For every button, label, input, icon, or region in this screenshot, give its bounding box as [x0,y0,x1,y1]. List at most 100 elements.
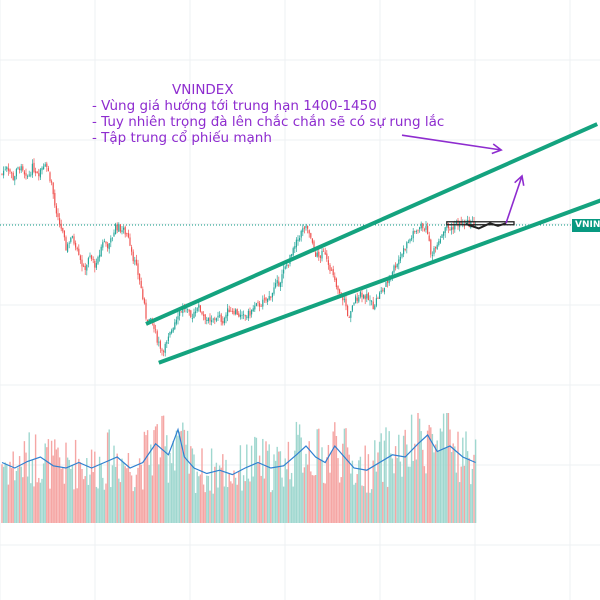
annotation-line-target: - Vùng giá hướng tới trung hạn 1400-1450 [92,98,377,114]
candle-body [259,303,261,307]
volume-bar [249,481,251,523]
candle-body [124,226,126,235]
volume-bar [318,428,320,523]
candle-body [211,320,213,323]
candle-body [91,255,93,260]
candle-body [415,231,417,232]
volume-bar [57,447,59,523]
candle-body [343,298,345,300]
volume-bar [458,482,461,523]
candle-body [353,303,355,305]
candle-body [305,226,307,228]
candle-body [6,166,8,170]
volume-bar [447,413,450,523]
volume-bar [9,461,11,523]
candle-body [223,318,225,324]
volume-bar [15,470,18,523]
candle-body [249,310,251,316]
volume-bar [346,447,349,523]
volume-bar [44,443,46,523]
volume-bar [143,431,146,523]
consolidation-zigzag [465,222,507,230]
volume-bar [273,454,275,523]
candle-body [404,249,406,250]
volume-bar [281,477,283,523]
candle-body [383,287,385,293]
volume-bar [140,464,142,523]
volume-bar [234,477,237,523]
candle-body [239,314,241,318]
volume-bar [116,453,118,523]
volume-bar [383,440,386,523]
candle-body [89,255,91,257]
candle-body [175,319,177,324]
volume-bar [305,453,307,523]
candle-body [238,313,240,317]
volume-bar [169,452,171,523]
candle-body [142,289,144,299]
volume-bar [159,457,162,523]
volume-bar [60,468,62,523]
volume-bar [145,435,147,523]
candle-body [100,246,102,257]
volume-bar [6,463,8,523]
candle-body [417,229,419,231]
volume-bar [218,465,221,523]
candle-body [207,318,209,321]
candle-body [348,317,350,318]
volume-bar [398,434,400,523]
volume-bar [454,446,456,523]
candle-body [159,341,161,349]
candle-body [231,310,233,312]
volume-bar [425,473,427,523]
volume-bar [246,444,248,523]
candle-body [254,305,256,310]
candle-body [438,241,440,245]
candle-body [83,265,85,267]
candle-body [3,170,5,176]
candle-body [201,311,203,315]
candle-body [12,172,14,180]
volume-bar [103,489,106,523]
volume-bar [286,469,288,523]
candle-body [220,314,222,322]
candle-body [388,278,390,284]
volume-bar [268,444,270,523]
volume-bar [326,457,328,523]
volume-bar [150,444,152,523]
candle-body [215,318,217,321]
candle-body [247,310,249,319]
candle-body [294,246,296,249]
candle-body [111,237,113,239]
volume-bar [265,441,267,523]
volume-bar [39,482,42,523]
candle-body [35,171,37,173]
candle-body [171,330,173,334]
candle-body [380,290,382,293]
candle-body [195,311,197,314]
candle-body [193,312,195,318]
candle-body [446,224,448,228]
volume-bar [194,492,197,523]
volume-bar [342,443,344,523]
volume-bar [409,466,411,523]
candle-body [356,297,358,301]
volume-bar [230,481,232,523]
candle-body [67,244,69,252]
volume-bar [182,422,184,523]
candle-body [30,174,32,176]
volume-bar [404,429,406,523]
candle-body [326,253,328,260]
volume-bar [361,485,363,523]
volume-bar [426,430,429,523]
volume-bar [287,441,290,523]
candle-body [371,300,373,302]
candle-body [119,224,121,232]
candle-body [47,167,49,172]
candle-body [28,174,30,176]
volume-bar [332,431,334,523]
candle-body [244,315,246,317]
volume-bar [12,451,14,523]
candle-body [462,222,464,226]
volume-bar [239,445,242,523]
